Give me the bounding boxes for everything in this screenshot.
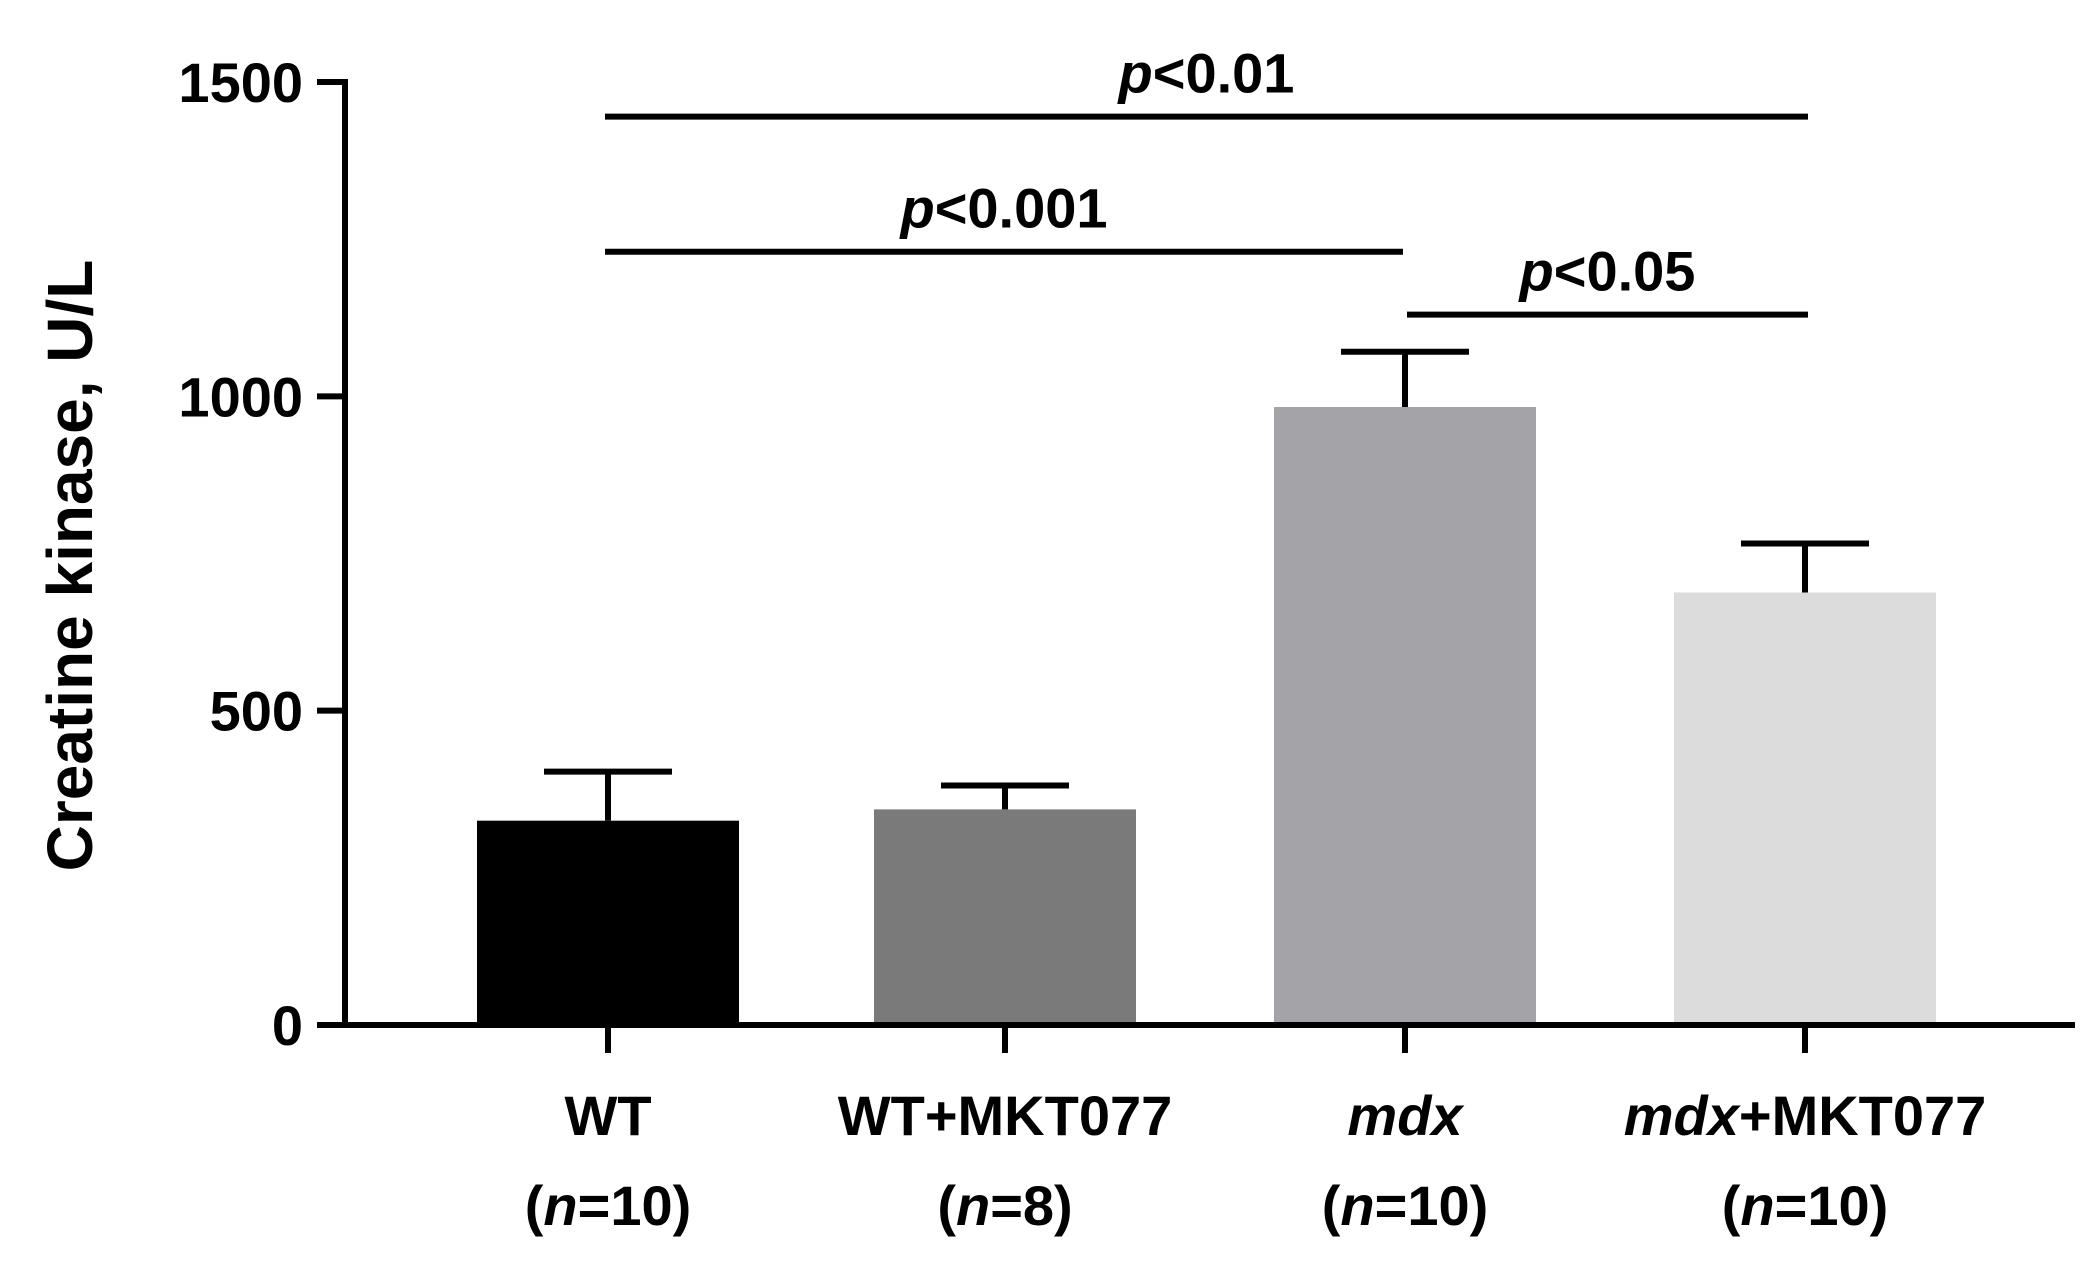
bar — [1274, 407, 1536, 1026]
category-n-label: (n=10) — [525, 1174, 692, 1237]
y-tick-label: 1000 — [178, 365, 303, 428]
significance-label: p<0.05 — [1518, 240, 1696, 303]
bar — [477, 820, 739, 1025]
y-tick-label: 1500 — [178, 51, 303, 114]
bar — [1674, 592, 1936, 1025]
category-label: WT+MKT077 — [838, 1084, 1173, 1147]
significance-label: p<0.01 — [1117, 42, 1295, 105]
category-n-label: (n=10) — [1722, 1174, 1889, 1237]
category-n-label: (n=10) — [1322, 1174, 1489, 1237]
y-tick-label: 500 — [210, 680, 303, 743]
bar — [874, 809, 1136, 1025]
category-label: mdx — [1347, 1084, 1465, 1147]
y-tick-label: 0 — [272, 994, 303, 1057]
category-label: mdx+MKT077 — [1624, 1084, 1987, 1147]
significance-label: p<0.001 — [898, 177, 1107, 240]
y-axis-label: Creatine kinase, U/L — [34, 260, 106, 872]
category-label: WT — [564, 1084, 651, 1147]
category-n-label: (n=8) — [937, 1174, 1072, 1237]
